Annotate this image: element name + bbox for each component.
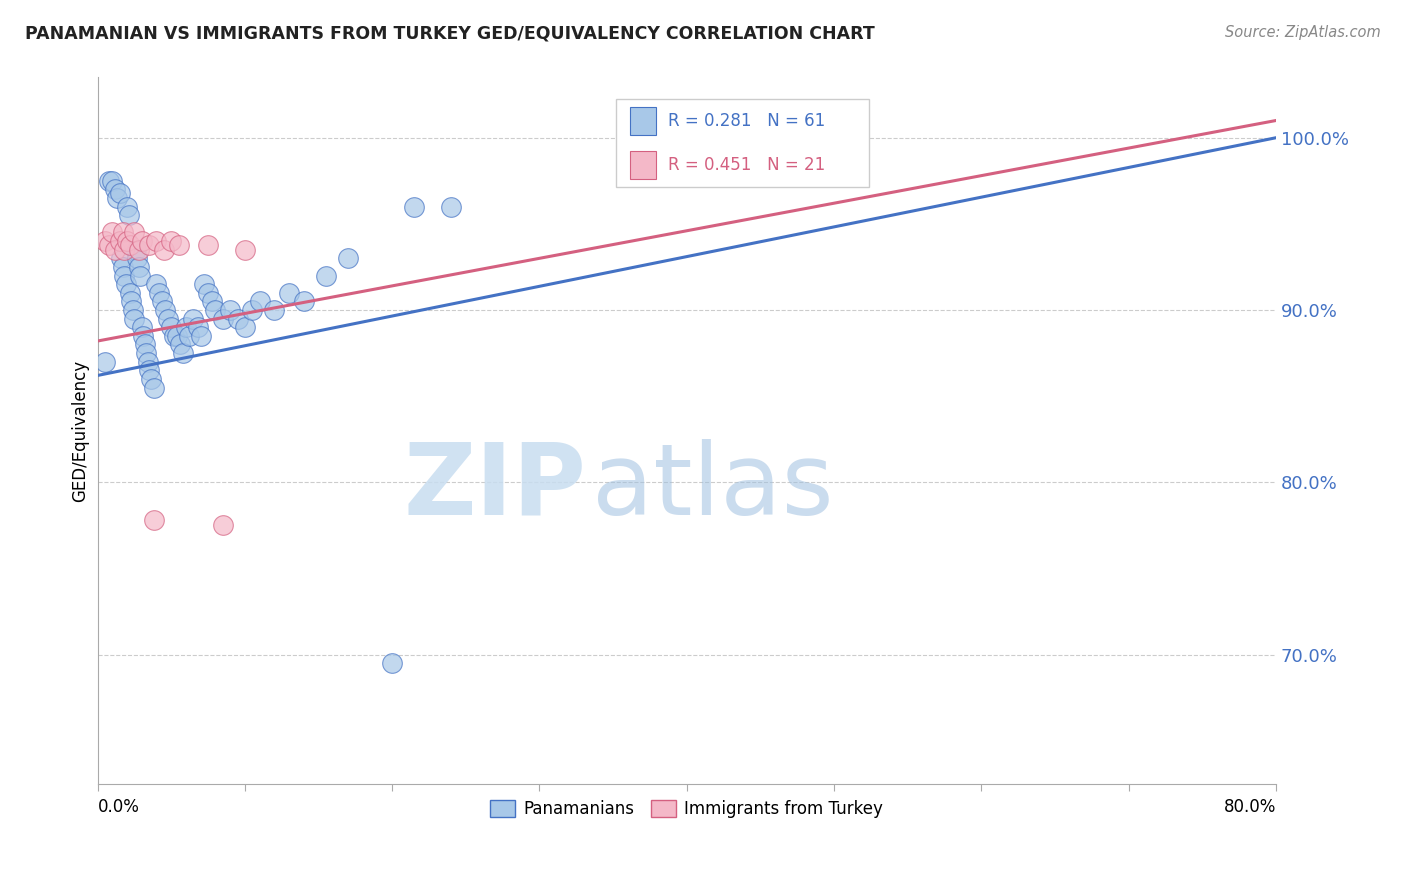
Point bbox=[160, 234, 183, 248]
Point bbox=[118, 237, 141, 252]
Point bbox=[197, 285, 219, 300]
Point bbox=[138, 237, 160, 252]
Text: 80.0%: 80.0% bbox=[1223, 797, 1277, 815]
Point bbox=[233, 243, 256, 257]
Point bbox=[172, 346, 194, 360]
Text: atlas: atlas bbox=[592, 439, 834, 535]
Point bbox=[135, 346, 157, 360]
Point bbox=[249, 294, 271, 309]
Point bbox=[211, 518, 233, 533]
Point bbox=[177, 329, 200, 343]
Point bbox=[155, 303, 177, 318]
Point bbox=[190, 329, 212, 343]
Point bbox=[98, 174, 121, 188]
Point bbox=[166, 329, 188, 343]
Point bbox=[150, 294, 173, 309]
Point bbox=[122, 303, 145, 318]
Point bbox=[124, 311, 146, 326]
Point bbox=[142, 380, 165, 394]
Point bbox=[129, 268, 152, 283]
Point bbox=[148, 285, 170, 300]
Point bbox=[101, 174, 124, 188]
Text: Source: ZipAtlas.com: Source: ZipAtlas.com bbox=[1225, 25, 1381, 40]
Text: ZIP: ZIP bbox=[404, 439, 586, 535]
Point bbox=[94, 234, 117, 248]
Point bbox=[226, 311, 249, 326]
Point bbox=[115, 200, 138, 214]
Point bbox=[104, 182, 127, 196]
Point bbox=[240, 303, 263, 318]
Point bbox=[127, 252, 149, 266]
Point bbox=[98, 237, 121, 252]
Point bbox=[201, 294, 224, 309]
Text: 0.0%: 0.0% bbox=[97, 797, 139, 815]
Point bbox=[114, 277, 136, 292]
Point bbox=[120, 294, 142, 309]
Point bbox=[160, 320, 183, 334]
Point bbox=[193, 277, 215, 292]
Bar bbox=[630, 106, 657, 135]
Point bbox=[111, 260, 134, 274]
Point bbox=[440, 200, 463, 214]
Text: PANAMANIAN VS IMMIGRANTS FROM TURKEY GED/EQUIVALENCY CORRELATION CHART: PANAMANIAN VS IMMIGRANTS FROM TURKEY GED… bbox=[25, 25, 875, 43]
Point bbox=[125, 243, 148, 257]
Point bbox=[336, 252, 359, 266]
Point bbox=[142, 513, 165, 527]
Point bbox=[131, 234, 153, 248]
Point bbox=[128, 260, 150, 274]
Point bbox=[187, 320, 209, 334]
Point bbox=[105, 191, 128, 205]
Point bbox=[111, 226, 134, 240]
Text: R = 0.451   N = 21: R = 0.451 N = 21 bbox=[668, 156, 825, 174]
Point bbox=[404, 200, 426, 214]
Point bbox=[134, 337, 156, 351]
Point bbox=[157, 311, 180, 326]
Point bbox=[104, 243, 127, 257]
Point bbox=[128, 243, 150, 257]
Point bbox=[110, 252, 132, 266]
Point bbox=[108, 186, 131, 200]
Point bbox=[118, 285, 141, 300]
Point bbox=[381, 656, 404, 670]
Point bbox=[204, 303, 226, 318]
Point bbox=[132, 329, 155, 343]
Point bbox=[163, 329, 186, 343]
Point bbox=[181, 311, 204, 326]
Point bbox=[94, 354, 117, 368]
Text: R = 0.281   N = 61: R = 0.281 N = 61 bbox=[668, 112, 825, 129]
Legend: Panamanians, Immigrants from Turkey: Panamanians, Immigrants from Turkey bbox=[484, 793, 890, 825]
Point bbox=[292, 294, 315, 309]
Point bbox=[145, 234, 167, 248]
Point bbox=[169, 337, 191, 351]
Y-axis label: GED/Equivalency: GED/Equivalency bbox=[72, 359, 89, 501]
Point bbox=[138, 363, 160, 377]
Point bbox=[112, 268, 135, 283]
Point bbox=[101, 226, 124, 240]
Point bbox=[153, 243, 176, 257]
Point bbox=[136, 354, 159, 368]
Point bbox=[117, 208, 139, 222]
Point bbox=[219, 303, 242, 318]
Point bbox=[278, 285, 301, 300]
Point bbox=[124, 226, 146, 240]
Point bbox=[139, 372, 162, 386]
Bar bbox=[630, 151, 657, 179]
Point bbox=[263, 303, 285, 318]
FancyBboxPatch shape bbox=[616, 99, 869, 187]
Point bbox=[131, 320, 153, 334]
Point bbox=[174, 320, 197, 334]
Point bbox=[233, 320, 256, 334]
Point bbox=[315, 268, 337, 283]
Point bbox=[112, 243, 135, 257]
Point bbox=[167, 237, 190, 252]
Point bbox=[115, 234, 138, 248]
Point bbox=[145, 277, 167, 292]
Point bbox=[211, 311, 233, 326]
Point bbox=[108, 234, 131, 248]
Point bbox=[197, 237, 219, 252]
